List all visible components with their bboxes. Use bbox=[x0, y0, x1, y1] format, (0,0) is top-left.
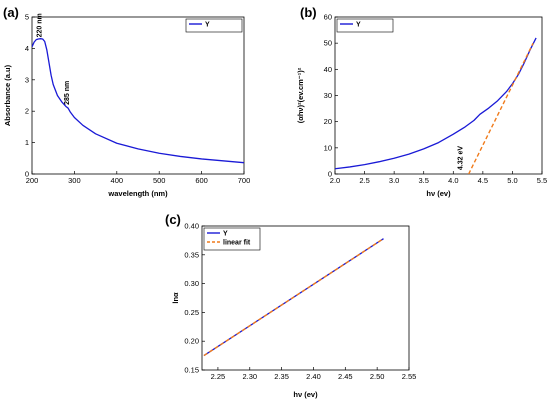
plot-frame bbox=[201, 225, 410, 371]
legend-entry: Y bbox=[356, 22, 361, 29]
panel-c: (c) 2.25 2.30 2.35 2.40 2.45 2.50 2.55 0.15 0.20 0… bbox=[165, 212, 416, 399]
y-tick-label: 0.15 bbox=[184, 366, 199, 375]
x-tick-label: 500 bbox=[153, 176, 166, 185]
x-tick-label: 200 bbox=[26, 176, 39, 185]
legend-entry: Y bbox=[205, 22, 210, 29]
x-tick-label: 3.5 bbox=[418, 176, 428, 185]
x-tick-label: 2.50 bbox=[370, 372, 385, 381]
y-axis-label: Absorbance (a.u) bbox=[3, 64, 12, 126]
x-axis-label: hν (ev) bbox=[293, 390, 318, 399]
y-tick-label: 5 bbox=[25, 13, 29, 22]
x-tick-label: 2.25 bbox=[211, 372, 226, 381]
x-tick-label: 600 bbox=[195, 176, 208, 185]
panel-label: (a) bbox=[3, 5, 19, 20]
x-tick-label: 4.0 bbox=[448, 176, 458, 185]
annotation-label: 220 nm bbox=[36, 13, 43, 37]
plot-frame bbox=[334, 16, 543, 175]
x-tick-label: 5.5 bbox=[537, 176, 547, 185]
y-axis-label: lnα bbox=[171, 292, 180, 304]
y-tick-label: 60 bbox=[324, 13, 332, 22]
y-tick-label: 0.30 bbox=[184, 279, 199, 288]
y-tick-label: 0.35 bbox=[184, 250, 199, 259]
y-tick-label: 20 bbox=[324, 117, 332, 126]
legend-entry: Y bbox=[223, 231, 228, 238]
y-tick-label: 0 bbox=[25, 170, 29, 179]
x-tick-label: 2.35 bbox=[274, 372, 289, 381]
series-line-y bbox=[32, 38, 244, 164]
x-tick-label: 700 bbox=[238, 176, 251, 185]
series-line-linear-fit bbox=[203, 238, 384, 357]
y-tick-label: 0.25 bbox=[184, 308, 199, 317]
y-tick-label: 2 bbox=[25, 107, 29, 116]
y-tick-label: 1 bbox=[25, 138, 29, 147]
y-tick-label: 3 bbox=[25, 75, 29, 84]
y-tick-label: 0 bbox=[328, 170, 332, 179]
x-tick-label: 2.55 bbox=[402, 372, 417, 381]
panel-a: (a) 200 300 400 500 600 700 0 1 2 3 4 5 wavelength (n… bbox=[3, 5, 250, 198]
x-tick-label: 2.30 bbox=[242, 372, 257, 381]
annotation-label: 4.32 eV bbox=[458, 146, 465, 170]
panel-b: (b) 2.0 2.5 3.0 3.5 4.0 4.5 5.0 5.5 0 10 20 30 40 50 60… bbox=[296, 5, 547, 198]
x-tick-label: 300 bbox=[68, 176, 81, 185]
y-tick-label: 30 bbox=[324, 91, 332, 100]
x-tick-label: 2.40 bbox=[306, 372, 321, 381]
y-tick-label: 10 bbox=[324, 143, 332, 152]
plot-frame bbox=[31, 16, 245, 175]
y-tick-label: 40 bbox=[324, 65, 332, 74]
x-axis-label: wavelength (nm) bbox=[107, 189, 168, 198]
y-tick-label: 50 bbox=[324, 39, 332, 48]
series-line-fit bbox=[468, 42, 534, 174]
y-tick-label: 0.40 bbox=[184, 222, 199, 231]
x-tick-label: 5.0 bbox=[507, 176, 517, 185]
x-axis-label: hν (ev) bbox=[426, 189, 451, 198]
x-tick-label: 2.5 bbox=[359, 176, 369, 185]
x-tick-label: 3.0 bbox=[389, 176, 399, 185]
x-tick-label: 2.45 bbox=[338, 372, 353, 381]
annotation-label: 285 nm bbox=[64, 81, 71, 105]
series-line-y bbox=[335, 37, 537, 170]
legend-entry: linear fit bbox=[223, 240, 251, 247]
x-tick-label: 2.0 bbox=[330, 176, 340, 185]
y-tick-label: 4 bbox=[25, 44, 29, 53]
x-tick-label: 4.5 bbox=[478, 176, 488, 185]
x-tick-label: 400 bbox=[111, 176, 124, 185]
legend-box bbox=[336, 18, 394, 33]
panel-label: (b) bbox=[300, 5, 317, 20]
y-axis-label: (αhν)²(ev.cm⁻¹)² bbox=[296, 67, 305, 123]
y-tick-label: 0.20 bbox=[184, 337, 199, 346]
legend-box bbox=[185, 18, 243, 33]
panel-label: (c) bbox=[165, 212, 181, 227]
